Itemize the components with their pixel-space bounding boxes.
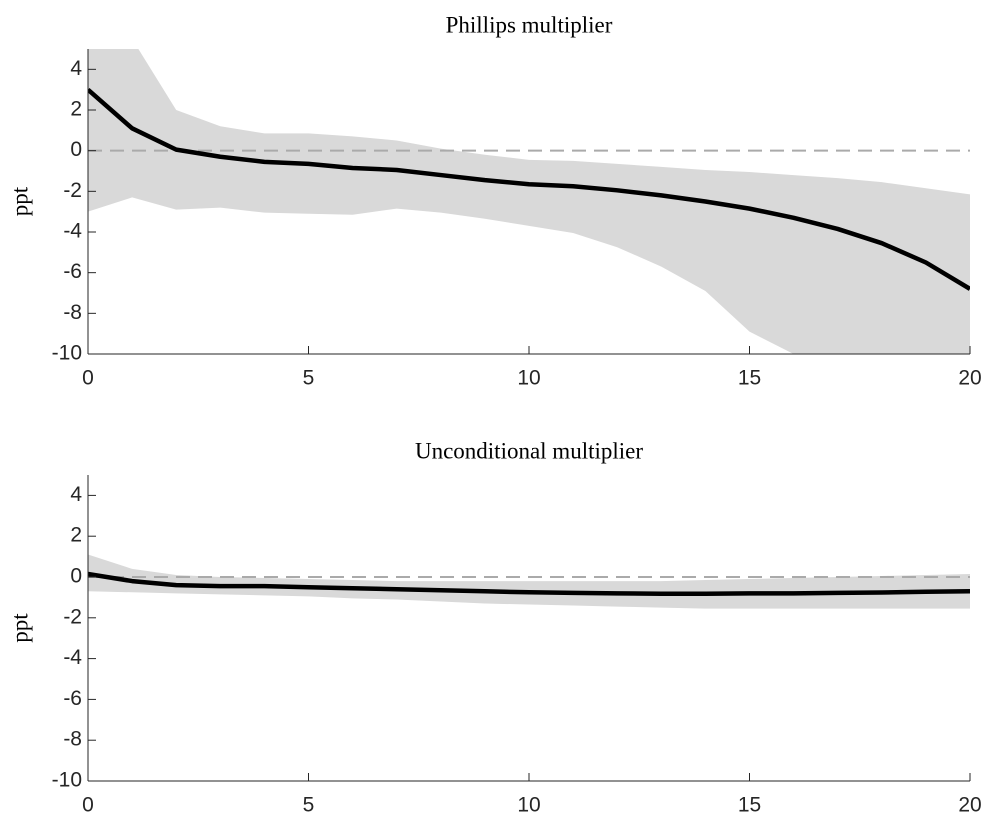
y-tick-label: -4 [63,220,82,243]
y-tick-label: 4 [70,57,82,80]
plot-area [88,554,970,609]
y-tick-label: 0 [70,138,82,161]
x-tick-label: 0 [82,794,94,817]
y-tick-label: -2 [63,179,82,202]
y-axis-label: ppt [7,613,32,643]
y-tick-label: -8 [63,728,82,751]
chart: -10 -8 -6 -4 -2 0 2 4 0 5 10 15 20 Phillips multiplie… [7,12,981,390]
x-tick-label: 20 [958,367,981,390]
y-axis-label: ppt [7,186,32,216]
y-tick-label: -10 [52,769,82,792]
x-tick-label: 10 [517,794,540,817]
chart-title: Phillips multiplier [446,12,613,37]
y-tick-label: -4 [63,646,82,669]
x-tick-label: 5 [303,367,315,390]
x-tick-label: 0 [82,367,94,390]
x-tick-label: 5 [303,794,315,817]
confidence-band [88,49,970,354]
chart-title: Unconditional multiplier [415,438,643,463]
confidence-band [88,554,970,609]
y-tick-label: -6 [63,687,82,710]
x-tick-label: 15 [738,367,761,390]
y-tick-label: 2 [70,524,82,547]
chart: -10 -8 -6 -4 -2 0 2 4 0 5 10 15 20 Unconditional mult… [7,438,981,816]
line [88,87,970,291]
y-tick-label: 4 [70,483,82,506]
y-tick-label: 0 [70,565,82,588]
y-tick-label: -10 [52,342,82,365]
plot-area [88,49,970,354]
x-tick-label: 15 [738,794,761,817]
y-tick-label: 2 [70,98,82,121]
line [88,571,970,596]
y-tick-label: -8 [63,301,82,324]
y-tick-label: -6 [63,260,82,283]
x-tick-label: 10 [517,367,540,390]
y-tick-label: -2 [63,605,82,628]
x-tick-label: 20 [958,794,981,817]
